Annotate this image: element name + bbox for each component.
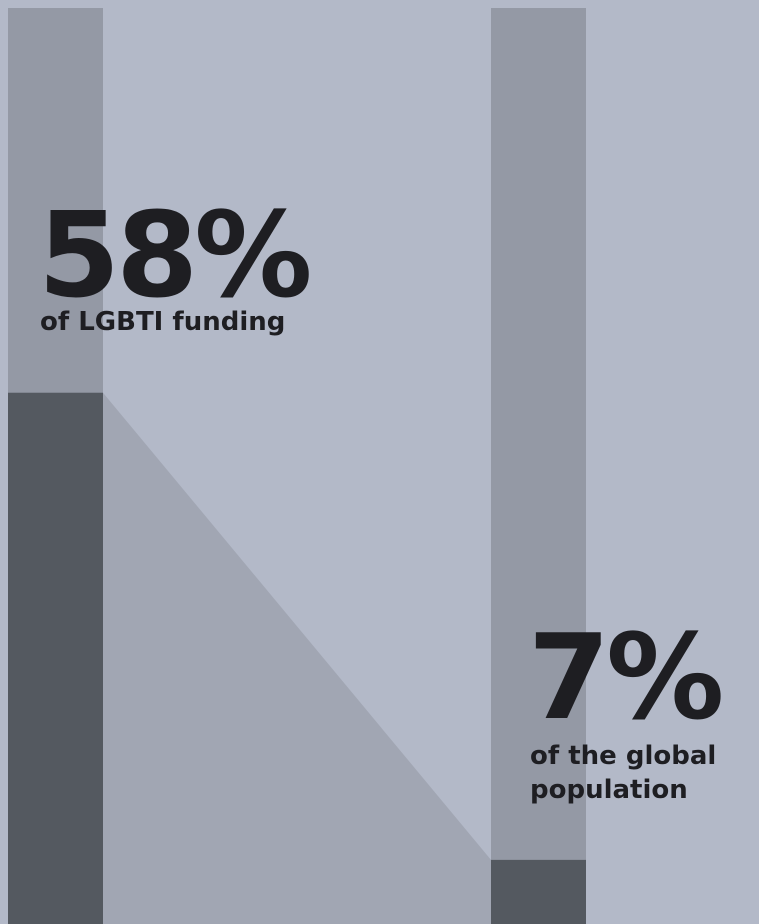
category-label: of LGBTI funding xyxy=(40,307,286,337)
bar-track xyxy=(491,8,586,924)
value-label: 58% xyxy=(38,186,312,324)
category-label: of the global population xyxy=(530,741,717,805)
connector xyxy=(103,392,491,924)
bar xyxy=(491,859,586,924)
value-label: 7% xyxy=(528,608,724,746)
bar xyxy=(8,392,103,924)
